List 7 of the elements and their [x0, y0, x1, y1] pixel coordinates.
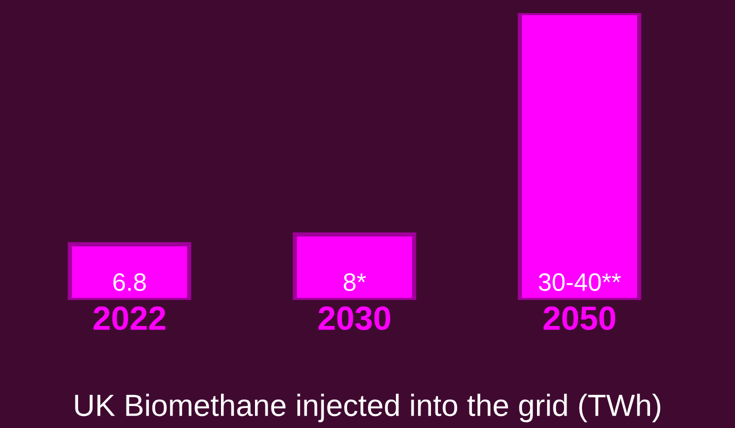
- x-tick-label: 2030: [318, 306, 390, 330]
- data-label: 30-40**: [538, 273, 621, 291]
- data-label: 8*: [344, 273, 366, 291]
- x-tick-label: 2050: [544, 306, 616, 330]
- x-tick-label: 2022: [94, 306, 166, 330]
- text: UK Biomethane injected into the grid (TWh): [75, 394, 660, 422]
- data-label: 6.8: [113, 273, 146, 291]
